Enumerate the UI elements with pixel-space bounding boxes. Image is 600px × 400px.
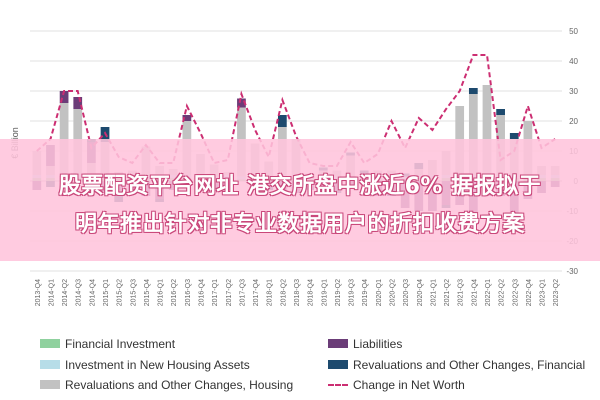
bar-segment bbox=[482, 85, 492, 175]
y-tick-label: 30 bbox=[569, 87, 578, 96]
x-tick-label: 2015-Q3 bbox=[130, 279, 137, 306]
legend-item-revaluations-housing: Revaluations and Other Changes, Housing bbox=[40, 377, 293, 392]
x-tick-labels: 2013-Q4 2014-Q1 2014-Q2 2014-Q3 2014-Q4 2015-… bbox=[35, 279, 560, 306]
x-tick-label: 2018-Q2 bbox=[280, 279, 287, 306]
legend-swatch bbox=[40, 339, 60, 349]
x-tick-label: 2014-Q4 bbox=[89, 279, 96, 306]
x-tick-label: 2019-Q2 bbox=[335, 279, 342, 306]
x-tick-label: 2020-Q3 bbox=[403, 279, 410, 306]
x-tick-label: 2017-Q3 bbox=[239, 279, 246, 306]
legend-item-housing-investment: Investment in New Housing Assets bbox=[40, 357, 250, 372]
x-tick-label: 2016-Q4 bbox=[199, 279, 206, 306]
x-tick-label: 2014-Q2 bbox=[62, 279, 69, 306]
x-tick-label: 2018-Q3 bbox=[294, 279, 301, 306]
x-tick-label: 2014-Q1 bbox=[49, 279, 56, 306]
x-tick-label: 2021-Q1 bbox=[430, 279, 437, 306]
x-tick-label: 2022-Q2 bbox=[499, 279, 506, 306]
y-tick-label: 50 bbox=[569, 27, 578, 36]
bar-segment bbox=[496, 109, 505, 115]
x-tick-label: 2018-Q4 bbox=[308, 279, 315, 306]
x-tick-label: 2023-Q1 bbox=[540, 279, 547, 306]
x-tick-label: 2017-Q1 bbox=[212, 279, 219, 306]
x-tick-label: 2019-Q3 bbox=[349, 279, 356, 306]
x-tick-label: 2022-Q3 bbox=[512, 279, 519, 306]
x-tick-label: 2020-Q4 bbox=[417, 279, 424, 306]
x-tick-label: 2023-Q2 bbox=[553, 279, 560, 306]
legend-swatch bbox=[40, 380, 60, 390]
x-tick-label: 2015-Q2 bbox=[117, 279, 124, 306]
x-tick-label: 2022-Q1 bbox=[485, 279, 492, 306]
legend-item-financial-investment: Financial Investment bbox=[40, 336, 175, 351]
x-tick-label: 2016-Q3 bbox=[185, 279, 192, 306]
bar-segment bbox=[509, 133, 519, 139]
y-tick-label: 40 bbox=[569, 57, 578, 66]
chart-legend: Financial Investment Liabilities Investm… bbox=[0, 336, 600, 400]
overlay-text-line-1: 股票配资平台网址 港交所盘中涨近6% 据报拟于 bbox=[58, 174, 542, 199]
legend-dash bbox=[328, 383, 348, 386]
x-tick-label: 2018-Q1 bbox=[267, 279, 274, 306]
bar-segment bbox=[277, 115, 287, 127]
bar-segment bbox=[73, 97, 83, 109]
x-tick-label: 2015-Q4 bbox=[144, 279, 151, 306]
x-tick-label: 2013-Q4 bbox=[35, 279, 42, 306]
legend-swatch bbox=[328, 360, 348, 370]
y-tick-label: 20 bbox=[569, 117, 578, 126]
x-tick-label: 2016-Q1 bbox=[158, 279, 165, 306]
bar-segment bbox=[468, 94, 478, 175]
x-tick-label: 2021-Q2 bbox=[444, 279, 451, 306]
legend-item-revaluations-financial: Revaluations and Other Changes, Financia… bbox=[328, 357, 585, 372]
bar-segment bbox=[182, 115, 192, 121]
x-tick-label: 2019-Q4 bbox=[362, 279, 369, 306]
x-tick-label: 2021-Q4 bbox=[471, 279, 478, 306]
x-tick-label: 2021-Q3 bbox=[458, 279, 465, 306]
bar-segment bbox=[237, 98, 246, 108]
x-tick-label: 2022-Q4 bbox=[526, 279, 533, 306]
x-tick-label: 2019-Q1 bbox=[321, 279, 328, 306]
y-tick-label: -30 bbox=[566, 267, 578, 276]
x-tick-label: 2020-Q2 bbox=[390, 279, 397, 306]
legend-swatch bbox=[328, 339, 348, 349]
overlay-text-line-2: 明年推出针对非专业数据用户的折扣收费方案 bbox=[74, 212, 525, 237]
x-tick-label: 2020-Q1 bbox=[376, 279, 383, 306]
overlay-banner bbox=[0, 139, 600, 261]
legend-item-net-worth: Change in Net Worth bbox=[328, 377, 465, 392]
x-tick-label: 2017-Q2 bbox=[226, 279, 233, 306]
x-tick-label: 2016-Q2 bbox=[171, 279, 178, 306]
x-tick-label: 2015-Q1 bbox=[103, 279, 110, 306]
legend-item-liabilities: Liabilities bbox=[328, 336, 402, 351]
bar-segment bbox=[468, 88, 478, 94]
x-tick-label: 2014-Q3 bbox=[76, 279, 83, 306]
x-tick-label: 2017-Q4 bbox=[253, 279, 260, 306]
legend-swatch bbox=[40, 360, 60, 370]
bar-segment bbox=[59, 91, 69, 103]
